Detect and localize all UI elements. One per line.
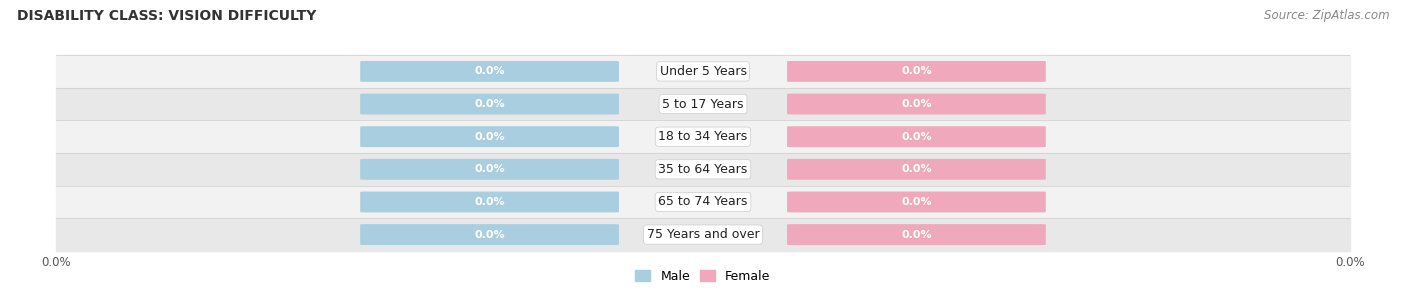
Text: 0.0%: 0.0% [474, 99, 505, 109]
Bar [56, 55, 1350, 88]
FancyBboxPatch shape [787, 126, 1046, 147]
Bar [56, 153, 1350, 186]
Text: 0.0%: 0.0% [901, 99, 932, 109]
FancyBboxPatch shape [360, 61, 619, 82]
Text: 0.0%: 0.0% [901, 132, 932, 142]
Text: 0.0%: 0.0% [474, 197, 505, 207]
Bar [56, 218, 1350, 251]
Text: 5 to 17 Years: 5 to 17 Years [662, 98, 744, 110]
FancyBboxPatch shape [787, 94, 1046, 114]
Text: 35 to 64 Years: 35 to 64 Years [658, 163, 748, 176]
Text: 0.0%: 0.0% [901, 230, 932, 240]
FancyBboxPatch shape [360, 126, 619, 147]
FancyBboxPatch shape [360, 94, 619, 114]
FancyBboxPatch shape [360, 159, 619, 180]
FancyBboxPatch shape [360, 192, 619, 212]
Text: 0.0%: 0.0% [901, 197, 932, 207]
Bar [56, 120, 1350, 153]
FancyBboxPatch shape [360, 224, 619, 245]
Text: Under 5 Years: Under 5 Years [659, 65, 747, 78]
Text: DISABILITY CLASS: VISION DIFFICULTY: DISABILITY CLASS: VISION DIFFICULTY [17, 9, 316, 23]
Text: 0.0%: 0.0% [901, 66, 932, 76]
Bar [56, 186, 1350, 218]
Bar [56, 88, 1350, 120]
Text: 0.0%: 0.0% [474, 230, 505, 240]
FancyBboxPatch shape [787, 192, 1046, 212]
FancyBboxPatch shape [787, 224, 1046, 245]
Legend: Male, Female: Male, Female [630, 265, 776, 288]
Text: 65 to 74 Years: 65 to 74 Years [658, 196, 748, 208]
Text: 0.0%: 0.0% [474, 164, 505, 174]
FancyBboxPatch shape [787, 61, 1046, 82]
FancyBboxPatch shape [787, 159, 1046, 180]
Text: 75 Years and over: 75 Years and over [647, 228, 759, 241]
Text: 0.0%: 0.0% [474, 66, 505, 76]
Text: 0.0%: 0.0% [474, 132, 505, 142]
Text: Source: ZipAtlas.com: Source: ZipAtlas.com [1264, 9, 1389, 22]
Text: 18 to 34 Years: 18 to 34 Years [658, 130, 748, 143]
Text: 0.0%: 0.0% [901, 164, 932, 174]
